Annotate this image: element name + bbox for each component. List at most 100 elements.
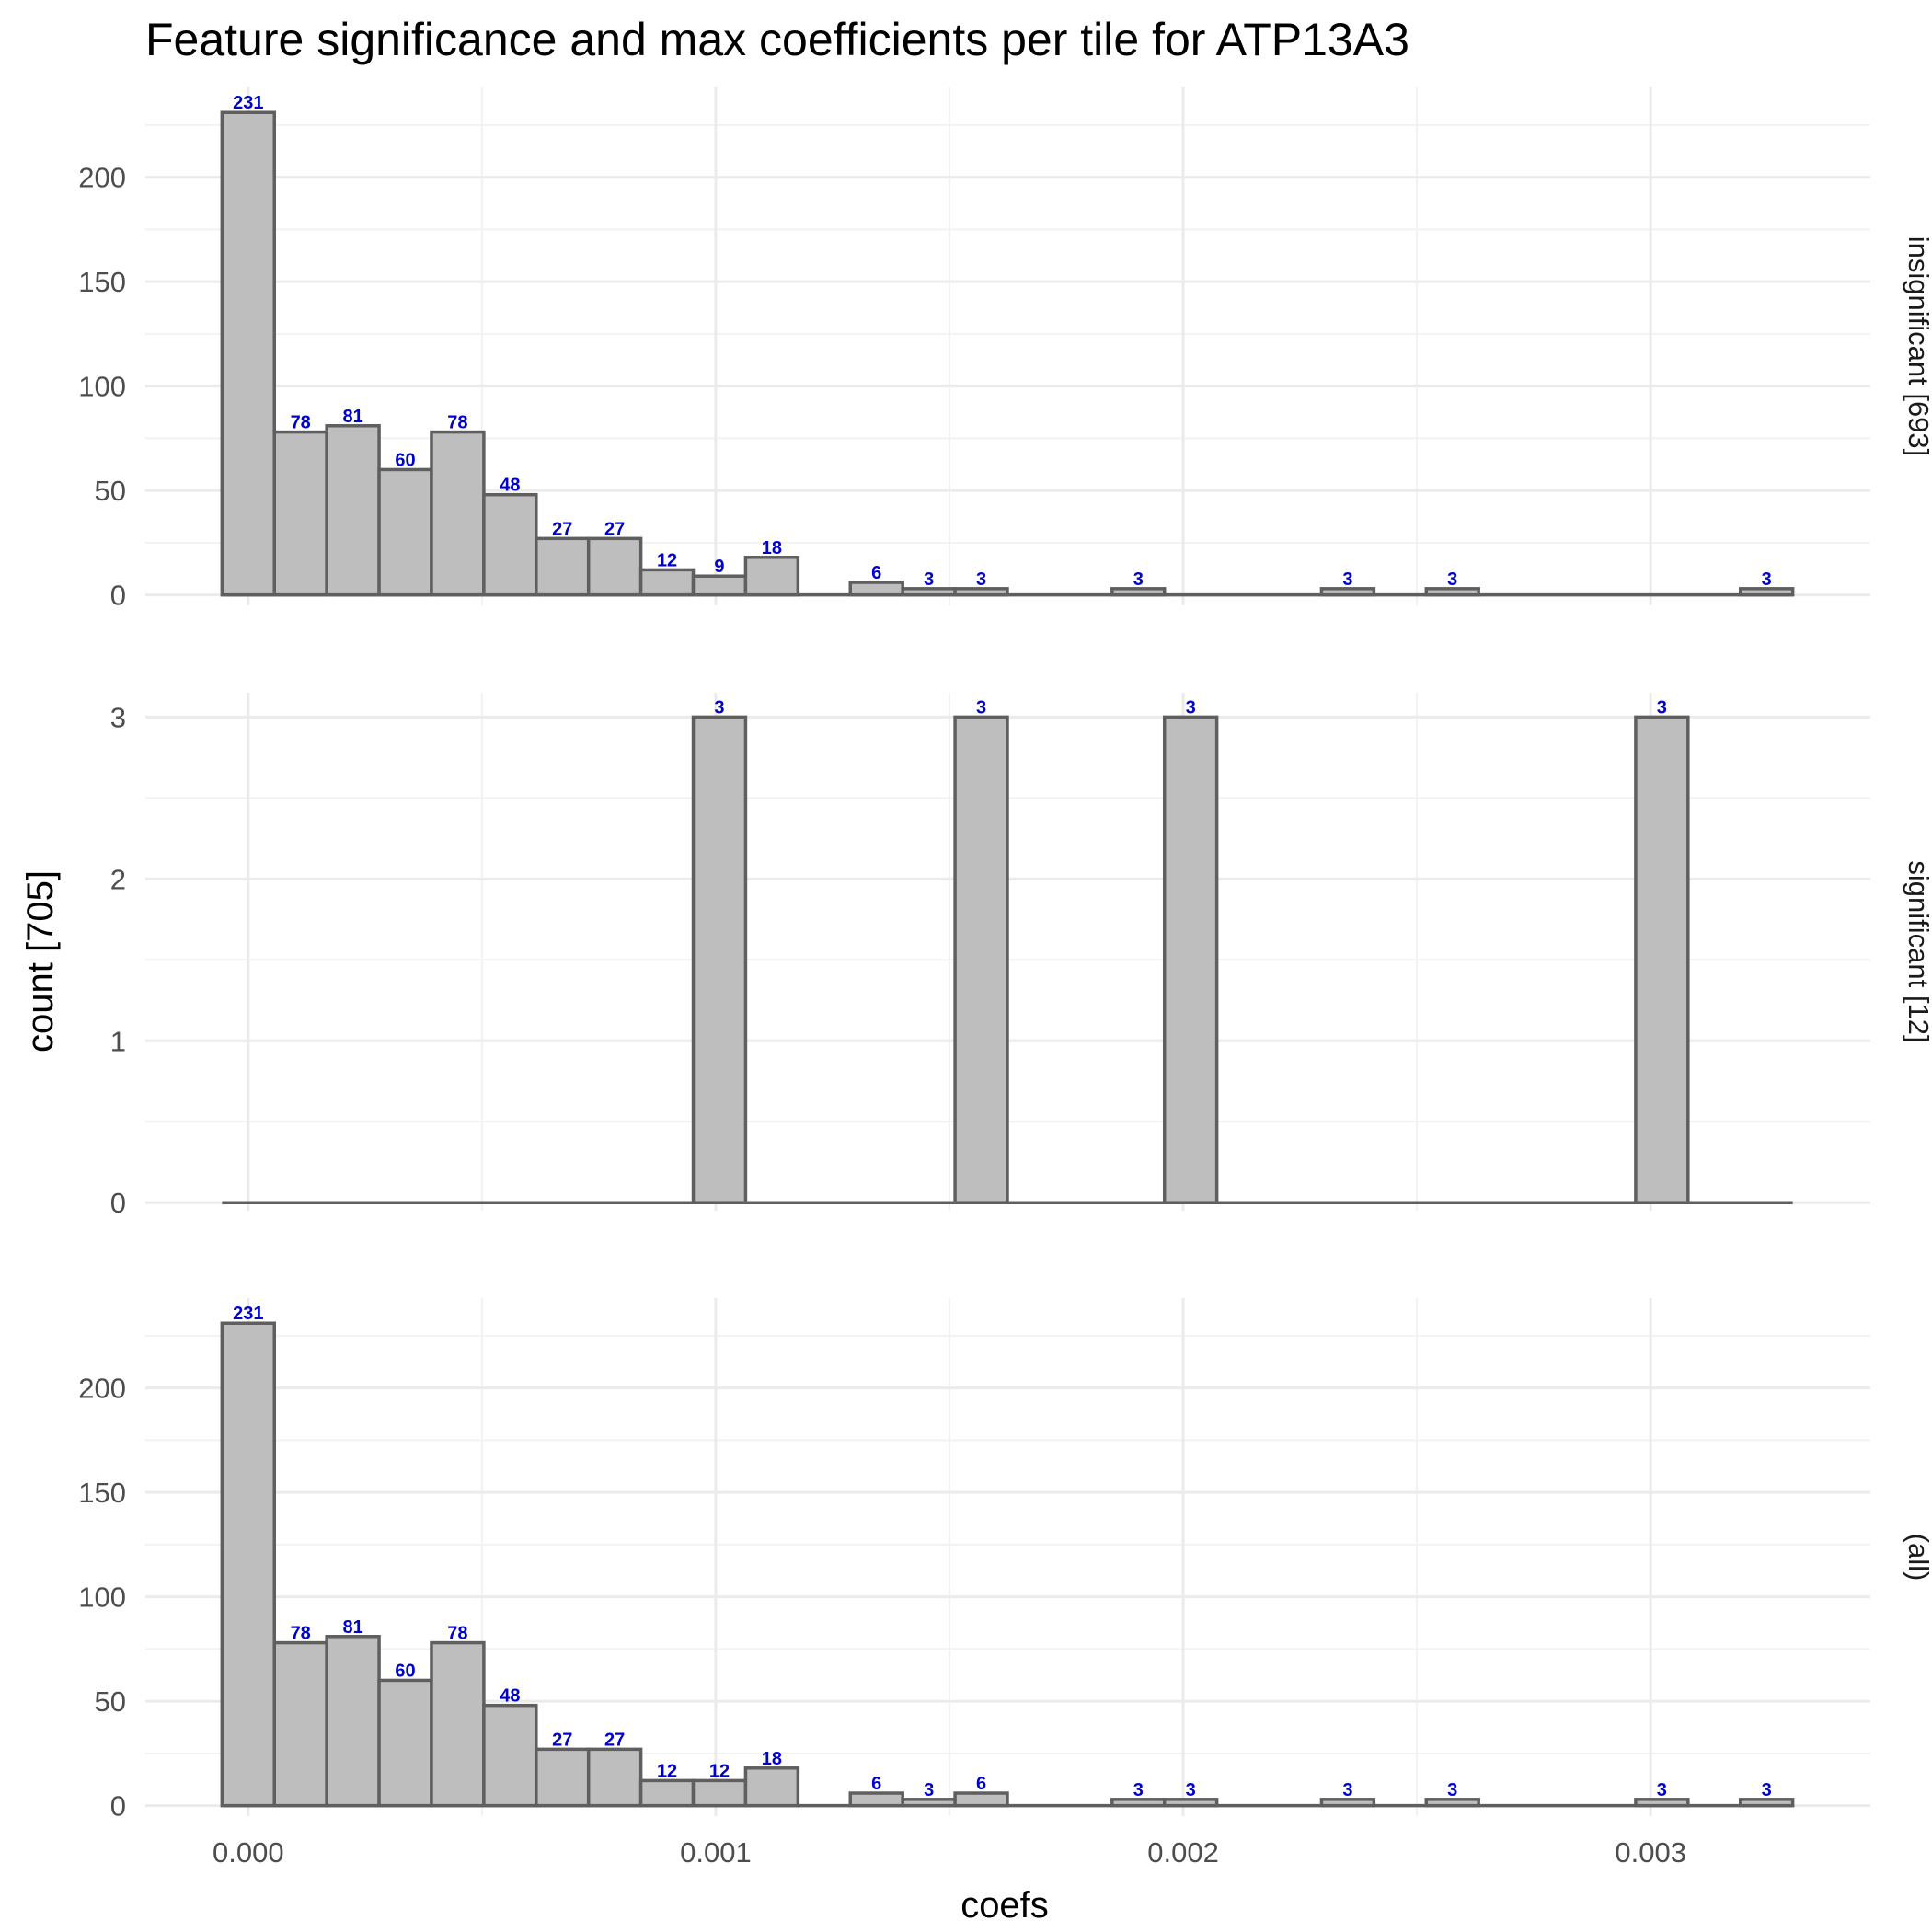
histogram-bar: [1162, 715, 1219, 1204]
histogram-bar: [691, 1778, 748, 1808]
bar-count-label: 27: [552, 1730, 572, 1750]
y-tick-label: 200: [78, 162, 126, 194]
histogram-bar: [586, 1747, 643, 1808]
histogram-bar: [1110, 1798, 1167, 1808]
bar-count-label: 3: [1657, 1780, 1667, 1800]
bar-count-label: 12: [657, 550, 677, 570]
y-axis-title: count [705]: [20, 870, 61, 1052]
bar-count-label: 6: [871, 563, 881, 583]
bar-count-label: 78: [447, 413, 467, 433]
bar-count-label: 3: [1186, 1780, 1196, 1800]
y-tick-label: 150: [78, 1477, 126, 1509]
histogram-bar: [743, 1766, 800, 1808]
bar-count-label: 3: [924, 569, 934, 590]
histogram-bar: [1110, 587, 1167, 597]
y-tick-label: 0: [110, 1187, 126, 1219]
histogram-bar: [482, 492, 538, 597]
histogram-bar: [691, 715, 748, 1204]
bar-count-label: 3: [1762, 1780, 1772, 1800]
bar-count-label: 231: [233, 1304, 263, 1324]
bar-count-label: 27: [604, 1730, 625, 1750]
histogram-bar: [691, 574, 748, 597]
y-tick-label: 50: [95, 475, 126, 507]
histogram-bar: [1424, 587, 1480, 597]
panel-1: 0 50 100 150 200 231 78 81 60 78 48 27 27 12 9 18 6 3 3 3 3 3…: [78, 87, 1932, 612]
histogram-bar: [482, 1703, 538, 1808]
panel-3: 0 50 100 150 200 231 78 81 60 78 48 27 27 12 12 18 6 3 6 3 3…: [78, 1298, 1932, 1823]
bar-count-label: 48: [500, 476, 520, 496]
histogram-bar: [377, 467, 433, 597]
histogram-bar: [1424, 1798, 1480, 1808]
chart-title: Feature significance and max coefficient…: [145, 14, 1409, 65]
bar-count-label: 3: [1657, 697, 1667, 718]
histogram-bar: [1634, 1798, 1690, 1808]
x-tick-label: 0.002: [1147, 1836, 1219, 1869]
bar-count-label: 78: [291, 413, 311, 433]
y-tick-label: 100: [78, 1581, 126, 1614]
histogram-bar: [377, 1678, 433, 1808]
bar-count-label: 3: [1447, 569, 1457, 590]
x-tick-label: 0.000: [213, 1836, 284, 1869]
histogram-bar: [1738, 587, 1795, 597]
bar-count-label: 60: [395, 450, 415, 470]
histogram-bar: [535, 536, 591, 597]
histogram-bar: [848, 581, 904, 597]
panel-2: 0 1 2 3 3 3 3 3 significant [12]: [110, 693, 1932, 1219]
histogram-bar: [638, 568, 696, 597]
bar-count-label: 78: [447, 1624, 467, 1644]
bar-count-label: 60: [395, 1661, 415, 1681]
bar-count-label: 9: [714, 557, 724, 577]
bar-count-label: 3: [1342, 1780, 1352, 1800]
facet-strip-label: (all): [1903, 1534, 1932, 1581]
histogram-bar: [220, 110, 276, 597]
bar-count-label: 18: [762, 538, 782, 558]
y-tick-label: 0: [110, 580, 126, 612]
bar-count-label: 48: [500, 1686, 520, 1707]
y-tick-label: 3: [110, 701, 126, 733]
facet-strip-label: insignificant [693]: [1903, 236, 1932, 457]
bar-count-label: 18: [762, 1749, 782, 1769]
y-tick-label: 2: [110, 863, 126, 895]
y-tick-label: 1: [110, 1025, 126, 1057]
histogram-bar: [325, 1635, 381, 1808]
bar-count-label: 12: [657, 1761, 677, 1781]
histogram-bar: [535, 1747, 591, 1808]
bar-count-label: 3: [1762, 569, 1772, 590]
bar-count-label: 3: [924, 1780, 934, 1800]
histogram-bar: [1162, 1798, 1219, 1808]
histogram-bar: [1738, 1798, 1795, 1808]
bar-count-label: 27: [604, 519, 625, 539]
histogram-bar: [272, 1640, 328, 1808]
histogram-bar: [638, 1778, 696, 1808]
bar-count-label: 3: [976, 697, 986, 718]
y-tick-label: 100: [78, 371, 126, 403]
y-tick-label: 50: [95, 1685, 126, 1718]
x-axis-title: coefs: [960, 1885, 1049, 1926]
histogram-bar: [901, 587, 957, 597]
y-tick-label: 150: [78, 266, 126, 298]
bar-count-label: 81: [342, 1617, 362, 1638]
histogram-bar: [220, 1321, 276, 1808]
histogram-bar: [430, 1640, 486, 1808]
bar-count-label: 6: [976, 1774, 986, 1794]
x-tick-label: 0.003: [1615, 1836, 1686, 1869]
histogram-bar: [430, 430, 486, 597]
histogram-bar: [1634, 715, 1690, 1204]
histogram-bar: [272, 430, 328, 597]
bar-count-label: 231: [233, 93, 263, 113]
y-tick-label: 200: [78, 1373, 126, 1405]
bar-count-label: 81: [342, 407, 362, 427]
histogram-bar: [325, 424, 381, 597]
bar-count-label: 12: [709, 1761, 730, 1781]
bar-count-label: 3: [1133, 569, 1144, 590]
bar-count-label: 3: [1186, 697, 1196, 718]
histogram-bar: [1319, 587, 1376, 597]
bar-count-label: 3: [1447, 1780, 1457, 1800]
histogram-bar: [848, 1791, 904, 1808]
bar-count-label: 27: [552, 519, 572, 539]
bar-count-label: 3: [1133, 1780, 1144, 1800]
bar-count-label: 3: [714, 697, 724, 718]
bar-count-label: 3: [1342, 569, 1352, 590]
